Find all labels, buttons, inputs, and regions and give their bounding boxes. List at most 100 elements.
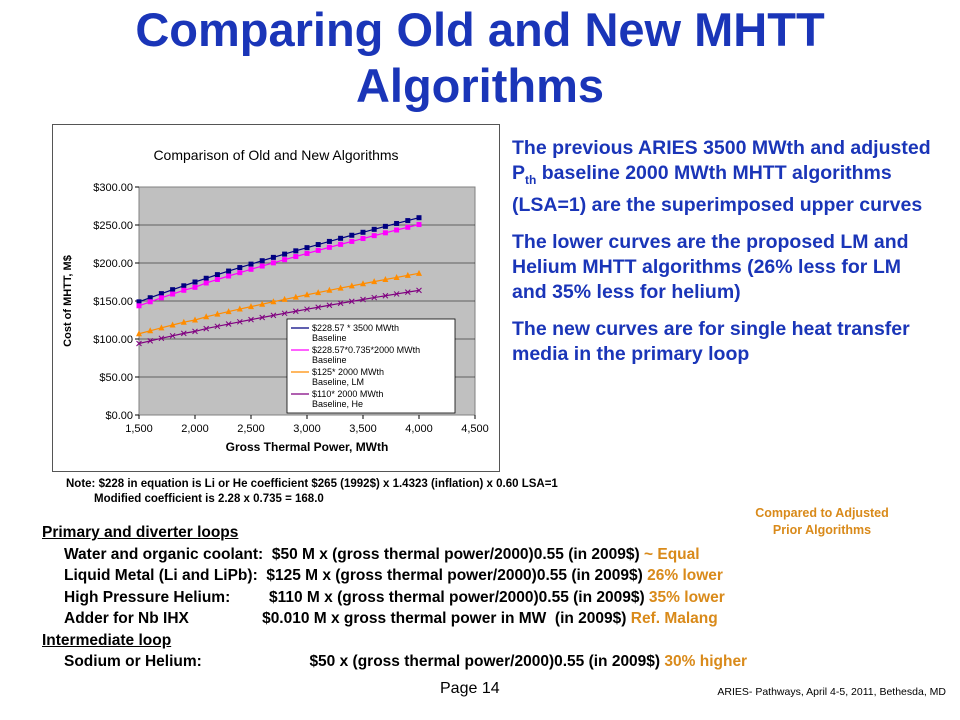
loop-row-comment: 35% lower	[644, 588, 725, 606]
data-point	[393, 273, 400, 280]
data-point	[259, 263, 265, 269]
y-tick-label: $250.00	[93, 220, 133, 232]
data-point	[338, 241, 344, 247]
data-point	[248, 261, 254, 267]
data-point	[371, 233, 377, 239]
data-point	[382, 223, 388, 229]
data-point	[371, 226, 377, 232]
data-point	[270, 298, 277, 305]
loop-row-label: High Pressure Helium: $110 M x (gross th…	[64, 588, 645, 606]
note-line-1: Note: $228 in equation is Li or He coeff…	[66, 478, 558, 490]
data-point	[338, 235, 344, 241]
data-point	[259, 258, 265, 264]
data-point	[304, 291, 310, 298]
data-point	[214, 272, 220, 278]
loop-row-comment: 30% higher	[660, 653, 748, 670]
data-point	[282, 257, 288, 263]
x-tick-label: 3,500	[349, 423, 377, 435]
bullet-1: The previous ARIES 3500 MWth and adjuste…	[512, 136, 940, 218]
data-point	[203, 280, 209, 286]
data-point	[214, 310, 221, 317]
data-point	[360, 280, 366, 287]
data-point	[394, 227, 400, 233]
loop-row-comment: ~ Equal	[639, 545, 700, 563]
chart-note: Note: $228 in equation is Li or He coeff…	[66, 477, 558, 507]
legend-label: Baseline, LM	[312, 377, 364, 387]
data-point	[248, 266, 254, 272]
data-point	[337, 300, 344, 307]
loop-row-helium: High Pressure Helium: $110 M x (gross th…	[42, 587, 942, 609]
data-point	[416, 215, 422, 221]
data-point	[180, 330, 187, 337]
loop-row-water: Water and organic coolant: $50 M x (gros…	[42, 544, 942, 566]
data-point	[192, 316, 198, 323]
loop-row-liquid-metal: Liquid Metal (Li and LiPb): $125 M x (gr…	[42, 565, 942, 587]
legend-label: Baseline	[312, 355, 347, 365]
data-point	[360, 229, 366, 235]
y-tick-label: $200.00	[93, 258, 133, 270]
data-point	[147, 299, 153, 305]
legend-label: Baseline	[312, 333, 347, 343]
bullet-1-subscript: th	[525, 172, 537, 187]
data-point	[326, 238, 332, 244]
data-point	[192, 284, 198, 290]
legend-label: $228.57 * 3500 MWth	[312, 323, 399, 333]
data-point	[326, 302, 333, 309]
data-point	[180, 318, 187, 325]
compared-line-2: Prior Algorithms	[772, 523, 872, 537]
data-point	[416, 222, 422, 228]
data-point	[315, 304, 322, 311]
data-point	[181, 283, 187, 289]
data-point	[226, 268, 232, 274]
data-point	[181, 287, 187, 293]
data-point	[394, 220, 400, 226]
slide-title: Comparing Old and New MHTT Algorithms	[0, 2, 960, 114]
data-point	[405, 224, 411, 230]
data-point	[236, 318, 243, 325]
bullet-2: The lower curves are the proposed LM and…	[512, 230, 909, 303]
loop-row-comment: Ref. Malang	[626, 610, 718, 627]
data-point	[270, 254, 276, 260]
data-point	[236, 305, 243, 312]
data-point	[282, 251, 288, 257]
data-point	[270, 312, 277, 319]
y-tick-label: $300.00	[93, 182, 133, 194]
x-tick-label: 4,500	[461, 423, 489, 435]
data-point	[136, 340, 142, 347]
data-point	[136, 330, 142, 337]
data-point	[192, 328, 198, 335]
data-point	[169, 321, 176, 328]
data-point	[203, 275, 209, 281]
data-point	[382, 230, 388, 236]
y-axis-label: Cost of MHTT, M$	[62, 255, 74, 347]
data-point	[404, 289, 411, 295]
legend-box	[286, 318, 456, 414]
data-point	[393, 291, 400, 297]
data-point	[292, 293, 299, 300]
data-point	[315, 247, 321, 253]
data-point	[214, 276, 220, 282]
data-point	[259, 300, 266, 307]
y-tick-label: $0.00	[105, 410, 133, 422]
data-point	[348, 298, 355, 305]
data-point	[416, 269, 422, 276]
data-point	[315, 242, 321, 248]
data-point	[404, 271, 411, 278]
primary-loop-header: Primary and diverter loops	[42, 524, 239, 541]
data-point	[337, 284, 344, 291]
data-point	[360, 236, 366, 242]
data-point	[270, 260, 276, 266]
intermediate-loop-header: Intermediate loop	[42, 631, 172, 649]
data-point	[225, 308, 232, 315]
data-point	[416, 287, 422, 294]
data-point	[304, 250, 310, 256]
data-point	[349, 238, 355, 244]
data-point	[158, 291, 164, 297]
data-point	[136, 303, 142, 309]
legend-label: $110* 2000 MWth	[312, 389, 383, 399]
data-point	[248, 316, 254, 323]
chart-title: Comparison of Old and New Algorithms	[153, 147, 398, 163]
loop-row-adder: Adder for Nb IHX $0.010 M x gross therma…	[42, 608, 942, 630]
series-line	[138, 289, 420, 345]
y-tick-label: $50.00	[99, 372, 133, 384]
